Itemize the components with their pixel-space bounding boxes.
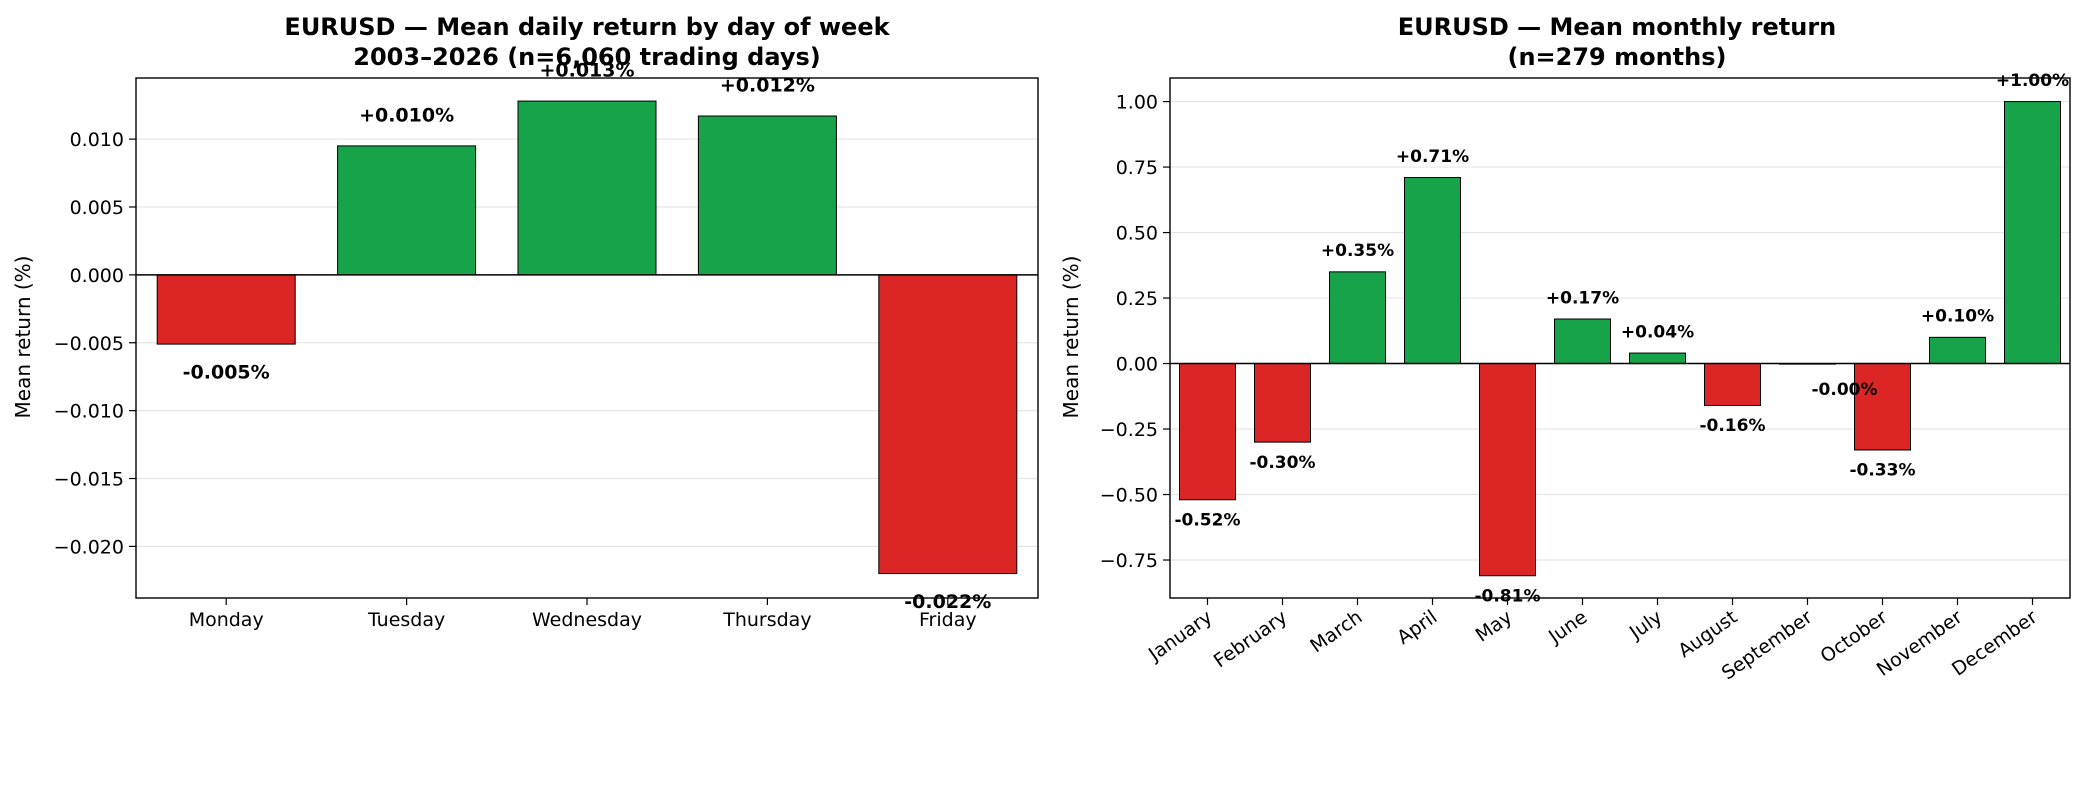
monthly-ytick-label: 1.00 [1116,92,1158,114]
weekday-data-label: -0.022% [904,591,991,613]
weekday-bar-friday [878,274,1018,575]
monthly-bar-january [1179,363,1236,501]
monthly-data-label: +1.00% [1996,71,2069,91]
monthly-xtick-label: December [1948,606,2041,681]
weekday-data-label: +0.013% [539,60,634,82]
monthly-axes-frame [1169,77,2071,599]
monthly-chart-title-line2: (n=279 months) [1507,43,1726,71]
monthly-ytick-label: 0.75 [1116,157,1158,179]
monthly-data-label: +0.71% [1396,147,1469,167]
weekday-ytick-label: −0.005 [54,333,124,355]
monthly-bar-october [1854,363,1911,451]
weekday-ytick-label: 0.005 [70,197,124,219]
monthly-bar-february [1254,363,1311,443]
monthly-chart-ylabel: Mean return (%) [1059,256,1083,419]
monthly-data-label: -0.33% [1849,461,1915,481]
monthly-bar-march [1329,271,1386,365]
monthly-bar-june [1554,318,1611,365]
weekday-bar-monday [156,274,296,345]
monthly-data-label: +0.04% [1621,322,1694,342]
weekday-chart-title-line1: EURUSD — Mean daily return by day of wee… [284,13,890,41]
weekday-bar-wednesday [517,100,657,276]
monthly-data-label: -0.81% [1474,586,1540,606]
monthly-data-label: -0.30% [1249,453,1315,473]
monthly-ytick-label: −0.25 [1100,419,1158,441]
monthly-bar-august [1704,363,1761,406]
weekday-bar-tuesday [337,145,477,276]
weekday-ytick-label: 0.010 [70,129,124,151]
weekday-chart-ylabel: Mean return (%) [11,256,35,419]
monthly-data-label: -0.16% [1699,416,1765,436]
monthly-xtick-label: August [1674,606,1741,662]
weekday-bar-thursday [697,115,837,276]
weekday-xtick-label: Wednesday [532,609,642,631]
monthly-data-label: +0.17% [1546,288,1619,308]
monthly-bar-april [1404,177,1461,365]
monthly-ytick-label: −0.50 [1100,485,1158,507]
weekday-data-label: +0.012% [720,75,815,97]
weekday-data-label: -0.005% [183,361,270,383]
monthly-data-label: +0.35% [1321,241,1394,261]
monthly-xtick-label: March [1306,606,1366,657]
monthly-xtick-label: January [1144,606,1216,666]
weekday-ytick-label: −0.010 [54,401,124,423]
monthly-bar-december [2004,101,2061,365]
weekday-data-label: +0.010% [359,105,454,127]
monthly-ytick-label: 0.00 [1116,354,1158,376]
weekday-ytick-label: 0.000 [70,265,124,287]
monthly-data-label: +0.10% [1921,307,1994,327]
weekday-chart: EURUSD — Mean daily return by day of wee… [11,13,1039,631]
monthly-xtick-label: July [1625,606,1666,644]
monthly-ytick-label: 0.25 [1116,288,1158,310]
monthly-xtick-label: May [1472,606,1517,647]
monthly-chart: EURUSD — Mean monthly return (n=279 mont… [1059,13,2071,684]
monthly-ytick-label: −0.75 [1100,550,1158,572]
weekday-xtick-label: Friday [919,609,977,631]
monthly-data-label: -0.00% [1812,380,1878,400]
monthly-bar-may [1479,363,1536,577]
weekday-xtick-label: Monday [189,609,264,631]
monthly-chart-title-line1: EURUSD — Mean monthly return [1398,13,1837,41]
monthly-xtick-label: April [1393,606,1441,649]
monthly-bar-july [1629,352,1686,365]
weekday-chart-title-line2: 2003–2026 (n=6,060 trading days) [353,43,820,71]
weekday-ytick-label: −0.020 [54,536,124,558]
monthly-data-label: -0.52% [1174,510,1240,530]
weekday-ytick-label: −0.015 [54,469,124,491]
monthly-xtick-label: June [1544,606,1591,648]
monthly-ytick-label: 0.50 [1116,223,1158,245]
monthly-bar-november [1929,336,1986,365]
weekday-xtick-label: Tuesday [367,609,445,631]
monthly-xtick-label: February [1210,606,1292,672]
weekday-xtick-label: Thursday [722,609,811,631]
